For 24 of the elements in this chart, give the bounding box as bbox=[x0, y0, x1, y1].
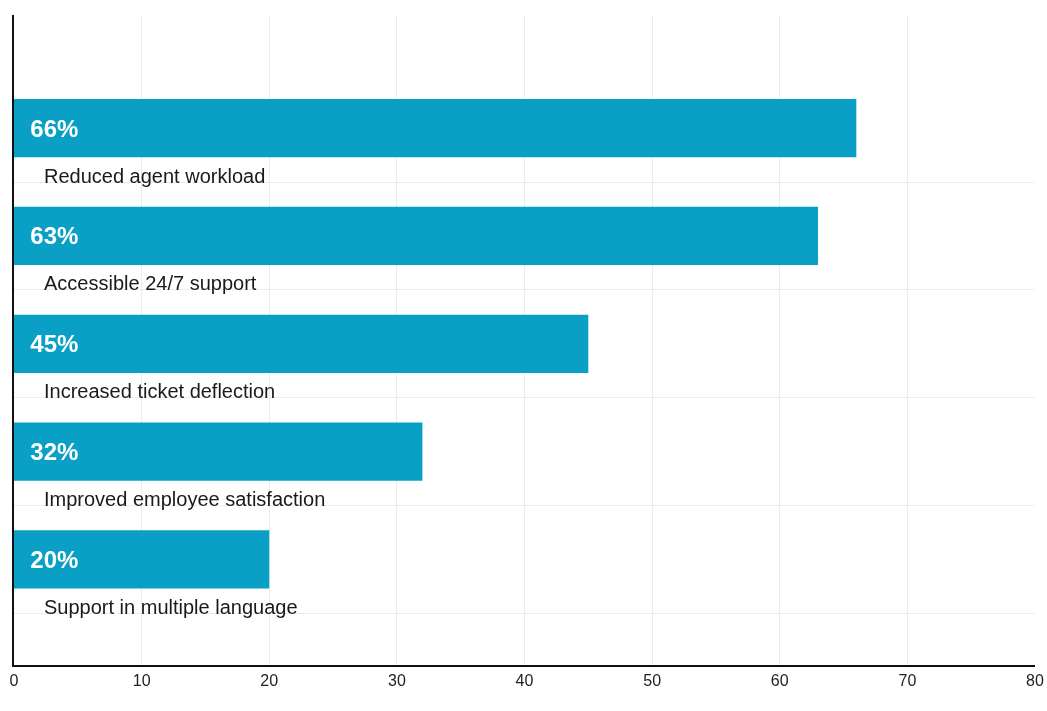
x-tick-label: 80 bbox=[1026, 672, 1044, 690]
x-tick-label: 50 bbox=[643, 672, 662, 690]
bar bbox=[14, 206, 819, 266]
bar bbox=[14, 314, 589, 373]
y-tick-label: Increased ticket deflection bbox=[44, 380, 276, 402]
y-tick-label: Support in multiple language bbox=[44, 596, 298, 618]
data-label: 66% bbox=[17, 114, 79, 142]
x-tick-label: 70 bbox=[898, 672, 917, 690]
data-label: 45% bbox=[17, 330, 79, 358]
x-tick-label: 20 bbox=[260, 672, 279, 690]
y-tick-label: Accessible 24/7 support bbox=[44, 272, 257, 294]
bar bbox=[14, 422, 423, 481]
x-tick-label: 30 bbox=[387, 672, 406, 690]
y-tick-label: Improved employee satisfaction bbox=[44, 488, 326, 510]
bar bbox=[14, 530, 270, 589]
data-label: 63% bbox=[17, 222, 79, 250]
x-tick-label: 0 bbox=[9, 672, 19, 690]
data-label: 32% bbox=[17, 438, 79, 466]
y-tick-label: Reduced agent workload bbox=[44, 165, 266, 187]
x-tick-label: 40 bbox=[515, 672, 534, 690]
x-tick-label: 60 bbox=[770, 672, 789, 690]
data-label: 20% bbox=[17, 545, 79, 573]
bar bbox=[14, 99, 857, 158]
x-tick-label: 10 bbox=[132, 672, 151, 690]
